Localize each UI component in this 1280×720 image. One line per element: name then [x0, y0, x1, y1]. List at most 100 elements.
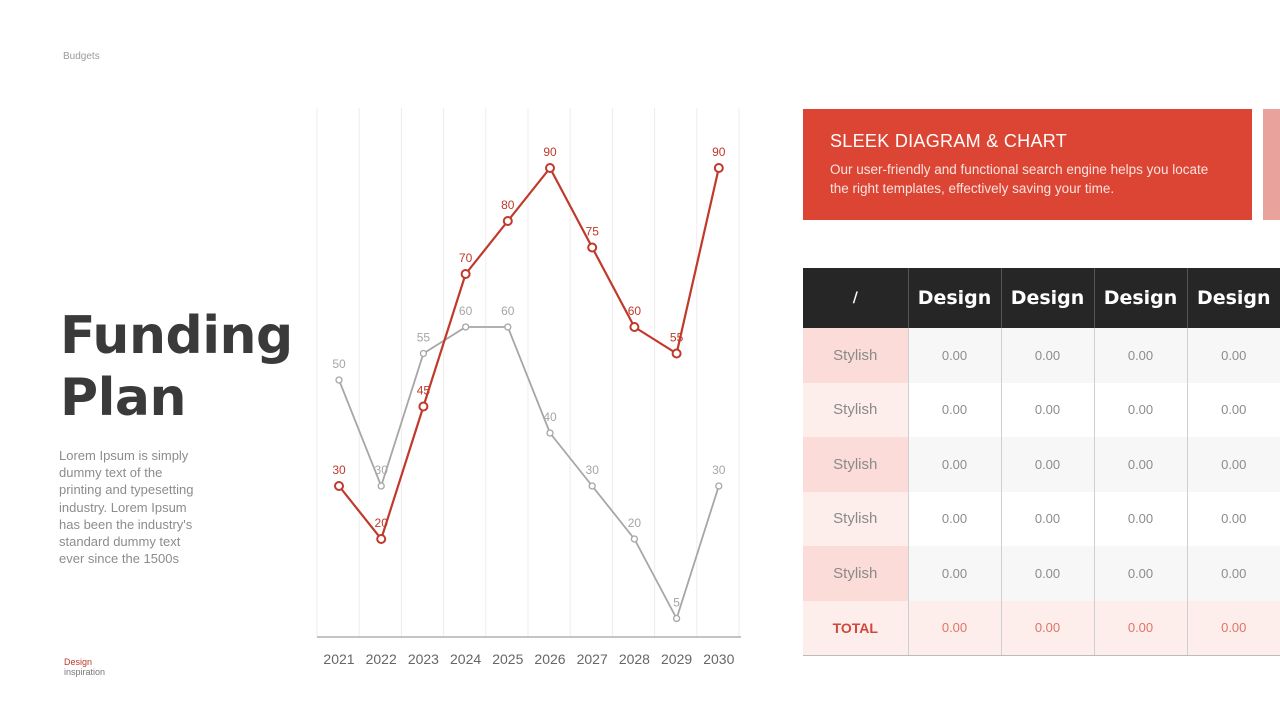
x-tick-label: 2029 — [661, 651, 692, 667]
table-cell: 0.00 — [1093, 546, 1187, 601]
data-point — [671, 348, 682, 359]
data-label: 90 — [543, 145, 557, 159]
table-cell: 0.00 — [907, 546, 1001, 601]
table-cell: 0.00 — [1093, 382, 1187, 437]
row-label: Stylish — [803, 546, 908, 601]
total-cell: 0.00 — [1093, 600, 1187, 656]
x-tick-label: 2022 — [366, 651, 397, 667]
data-label: 55 — [417, 331, 431, 345]
table-total-row: TOTAL 0.00 0.00 0.00 0.00 — [803, 600, 1280, 656]
table-row: Stylish 0.00 0.00 0.00 0.00 — [803, 491, 1280, 546]
data-label: 20 — [628, 516, 642, 530]
data-label: 5 — [673, 596, 680, 610]
data-label: 60 — [459, 304, 473, 318]
data-point — [502, 216, 513, 226]
footer-brand-line2: inspiration — [64, 667, 106, 677]
x-tick-label: 2021 — [323, 651, 354, 667]
data-point — [335, 376, 343, 384]
x-tick-label: 2030 — [703, 651, 734, 667]
data-label: 75 — [586, 225, 600, 239]
data-label: 55 — [670, 331, 684, 345]
data-point — [672, 614, 681, 623]
table-cell: 0.00 — [907, 437, 1001, 492]
data-point — [545, 163, 555, 173]
table-header-row: / Design Design Design Design — [803, 268, 1280, 328]
table-cell: 0.00 — [1000, 328, 1094, 383]
row-label: Stylish — [803, 328, 908, 383]
table-header-cell: Design — [1186, 268, 1280, 328]
data-label: 60 — [628, 304, 642, 318]
data-point — [460, 269, 471, 279]
funding-line-chart: 2021 2022 2023 2024 2025 2026 2027 2028 2029 2030… — [316, 108, 741, 667]
table-cell: 0.00 — [1186, 328, 1280, 383]
data-point — [376, 534, 387, 544]
table-cell: 0.00 — [1093, 491, 1187, 546]
page-title: Funding Plan — [60, 305, 300, 429]
total-label: TOTAL — [803, 600, 908, 656]
page-title-line1: Funding — [60, 306, 293, 366]
data-label: 30 — [375, 463, 389, 477]
total-cell: 0.00 — [1000, 600, 1094, 656]
footer-brand-line1: Design — [64, 657, 93, 667]
table-row: Stylish 0.00 0.00 0.00 0.00 — [803, 437, 1280, 492]
table-cell: 0.00 — [1186, 437, 1280, 492]
page-title-line2: Plan — [60, 368, 187, 428]
x-tick-label: 2027 — [577, 651, 608, 667]
x-tick-label: 2025 — [492, 651, 523, 667]
data-point — [419, 349, 428, 358]
data-point — [587, 242, 598, 253]
table-cell: 0.00 — [907, 382, 1001, 437]
table-cell: 0.00 — [1000, 382, 1094, 437]
data-label: 80 — [501, 198, 515, 212]
table-row: Stylish 0.00 0.00 0.00 0.00 — [803, 546, 1280, 601]
series-line-red — [338, 166, 720, 541]
table-cell: 0.00 — [1186, 491, 1280, 546]
data-label: 30 — [332, 463, 346, 477]
data-label: 30 — [712, 463, 726, 477]
data-point — [629, 322, 640, 332]
total-cell: 0.00 — [907, 600, 1001, 656]
table-row: Stylish 0.00 0.00 0.00 0.00 — [803, 382, 1280, 437]
data-label: 70 — [459, 251, 473, 265]
table-row: Stylish 0.00 0.00 0.00 0.00 — [803, 328, 1280, 383]
data-label: 30 — [586, 463, 600, 477]
x-tick-label: 2026 — [534, 651, 565, 667]
x-tick-label: 2028 — [619, 651, 650, 667]
data-label: 50 — [332, 357, 346, 371]
data-point — [334, 481, 344, 491]
data-point — [461, 323, 470, 331]
data-point — [713, 163, 724, 173]
table-cell: 0.00 — [1186, 382, 1280, 437]
data-point — [630, 535, 639, 543]
description-text: Lorem Ipsum is simply dummy text of the … — [59, 448, 194, 567]
row-label: Stylish — [803, 382, 908, 437]
footer-brand: Design inspiration — [64, 657, 105, 677]
total-cell: 0.00 — [1186, 600, 1280, 656]
breadcrumb: Budgets — [63, 51, 100, 62]
banner-accent-bar — [1263, 109, 1280, 220]
data-point — [418, 401, 429, 412]
series-line-gray — [338, 326, 720, 620]
data-label: 45 — [417, 384, 431, 398]
table-header-cell: / — [803, 268, 908, 328]
row-label: Stylish — [803, 437, 908, 492]
data-point — [588, 482, 596, 490]
table-cell: 0.00 — [1000, 491, 1094, 546]
pricing-table: / Design Design Design Design Stylish 0.… — [803, 268, 1280, 656]
table-cell: 0.00 — [1000, 546, 1094, 601]
table-header-cell: Design — [1000, 268, 1094, 328]
data-point — [377, 482, 385, 490]
data-label: 90 — [712, 145, 726, 159]
x-tick-label: 2024 — [450, 651, 481, 667]
table-cell: 0.00 — [907, 491, 1001, 546]
table-cell: 0.00 — [1093, 437, 1187, 492]
data-label: 60 — [501, 304, 515, 318]
data-label: 20 — [375, 516, 389, 530]
table-cell: 0.00 — [1000, 437, 1094, 492]
row-label: Stylish — [803, 491, 908, 546]
data-point — [546, 429, 554, 437]
data-point — [504, 323, 512, 331]
x-tick-label: 2023 — [408, 651, 439, 667]
info-banner: SLEEK DIAGRAM & CHART Our user-friendly … — [803, 109, 1252, 220]
table-cell: 0.00 — [1186, 546, 1280, 601]
